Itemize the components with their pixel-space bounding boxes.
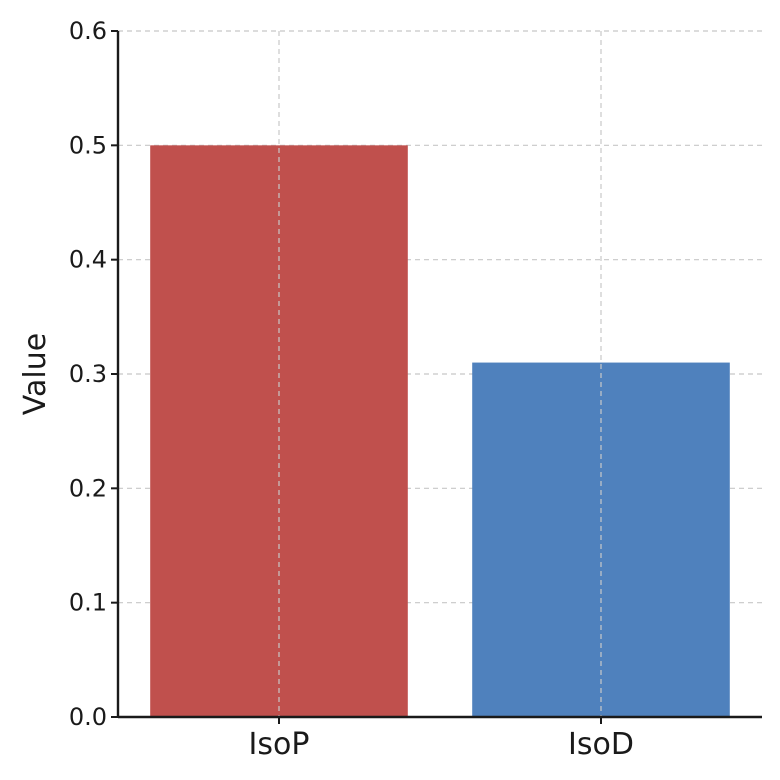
x-tick-label: IsoD <box>568 727 634 762</box>
bars <box>150 31 730 718</box>
y-ticks: 0.0 0.1 0.2 0.3 0.4 0.5 0.6 <box>69 17 118 731</box>
y-tick-label: 0.5 <box>69 131 107 159</box>
y-axis-title: Value <box>18 333 53 415</box>
y-tick-label: 0.2 <box>69 474 107 502</box>
y-tick-label: 0.6 <box>69 17 107 45</box>
x-ticks: IsoP IsoD <box>249 717 634 762</box>
y-tick-label: 0.1 <box>69 589 107 617</box>
y-tick-label: 0.0 <box>69 703 107 731</box>
y-tick-label: 0.4 <box>69 246 107 274</box>
y-tick-label: 0.3 <box>69 360 107 388</box>
x-tick-label: IsoP <box>249 727 310 762</box>
